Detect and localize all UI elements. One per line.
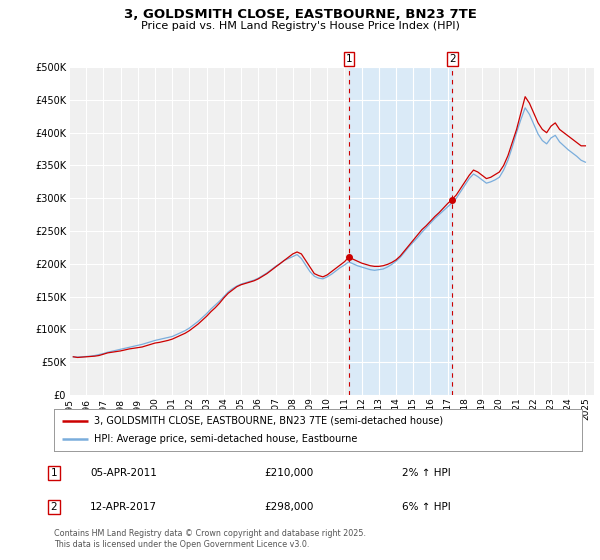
Text: 2: 2 bbox=[449, 54, 455, 64]
Text: 6% ↑ HPI: 6% ↑ HPI bbox=[402, 502, 451, 512]
Text: 05-APR-2011: 05-APR-2011 bbox=[90, 468, 157, 478]
Text: 1: 1 bbox=[346, 54, 352, 64]
Text: 3, GOLDSMITH CLOSE, EASTBOURNE, BN23 7TE: 3, GOLDSMITH CLOSE, EASTBOURNE, BN23 7TE bbox=[124, 8, 476, 21]
Text: £298,000: £298,000 bbox=[264, 502, 313, 512]
Text: 3, GOLDSMITH CLOSE, EASTBOURNE, BN23 7TE (semi-detached house): 3, GOLDSMITH CLOSE, EASTBOURNE, BN23 7TE… bbox=[94, 416, 443, 426]
Text: HPI: Average price, semi-detached house, Eastbourne: HPI: Average price, semi-detached house,… bbox=[94, 434, 357, 444]
Text: 2% ↑ HPI: 2% ↑ HPI bbox=[402, 468, 451, 478]
Bar bbox=[349, 67, 452, 395]
Text: £210,000: £210,000 bbox=[264, 468, 313, 478]
Text: Contains HM Land Registry data © Crown copyright and database right 2025.
This d: Contains HM Land Registry data © Crown c… bbox=[54, 529, 366, 549]
Text: Price paid vs. HM Land Registry's House Price Index (HPI): Price paid vs. HM Land Registry's House … bbox=[140, 21, 460, 31]
Text: 12-APR-2017: 12-APR-2017 bbox=[90, 502, 157, 512]
Text: 2: 2 bbox=[50, 502, 58, 512]
Text: 1: 1 bbox=[50, 468, 58, 478]
